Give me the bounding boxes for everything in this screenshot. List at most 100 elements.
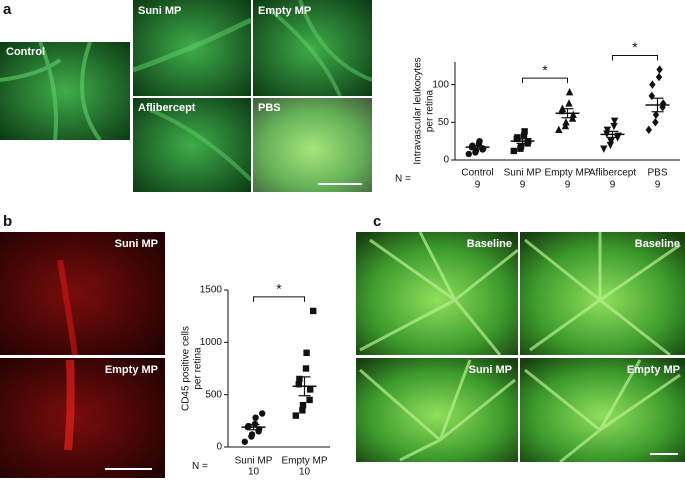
image: [0, 232, 165, 355]
y-axis-label: per retina: [425, 89, 436, 132]
data-point: [306, 396, 313, 404]
image: [520, 232, 685, 355]
y-tick-label: 50: [438, 117, 450, 128]
image: [356, 232, 518, 355]
x-tick-label: PBS: [647, 168, 667, 179]
data-point: [520, 132, 528, 140]
data-point: [607, 137, 615, 146]
data-point: [610, 122, 618, 131]
image: [356, 358, 518, 462]
n-label: N =: [395, 174, 411, 185]
data-point: [565, 87, 574, 96]
data-point: [645, 125, 652, 135]
data-point: [510, 147, 517, 155]
n-value: 9: [475, 180, 481, 191]
image-label: Suni MP: [469, 364, 512, 376]
data-point: [652, 110, 660, 119]
n-value: 9: [520, 180, 526, 191]
image-label: Baseline: [467, 238, 512, 250]
vessel: [132, 17, 253, 73]
x-tick-label: Control: [461, 168, 493, 179]
data-point: [296, 375, 303, 383]
data-point: [514, 134, 521, 141]
y-tick-label: 100: [432, 79, 449, 90]
data-point: [649, 80, 656, 89]
stain: [57, 259, 78, 356]
data-point: [299, 401, 307, 409]
data-point: [259, 410, 266, 417]
x-tick-label: Aflibercept: [589, 168, 636, 179]
significance-label: *: [276, 281, 282, 297]
data-point: [465, 150, 472, 158]
n-value: 9: [565, 180, 571, 191]
panel-label: b: [3, 213, 12, 230]
x-tick-label: Suni MP: [504, 168, 542, 179]
y-axis-label: Intravascular leukocytes: [413, 57, 424, 164]
image-label: Control: [6, 46, 45, 58]
data-point: [652, 118, 659, 127]
image-label: PBS: [258, 102, 281, 114]
n-value: 10: [248, 467, 260, 478]
vessels: [359, 231, 681, 464]
significance-label: *: [542, 62, 548, 78]
x-tick-label: Empty MP: [281, 456, 327, 467]
y-axis-label: per retina: [193, 347, 204, 390]
data-point: [565, 99, 573, 107]
image-label: Empty MP: [627, 364, 680, 376]
x-tick-label: Suni MP: [235, 456, 273, 467]
image: [253, 98, 372, 192]
panel-label: a: [3, 1, 12, 18]
data-point: [292, 412, 299, 419]
data-point: [241, 438, 248, 445]
image-label: Empty MP: [105, 364, 158, 376]
y-axis-label: CD45 positive cells: [181, 326, 192, 411]
vessel: [268, 0, 373, 97]
significance-bracket: [612, 55, 658, 61]
image: [133, 98, 251, 192]
y-tick-label: 500: [205, 389, 222, 400]
data-point: [561, 121, 570, 130]
data-point: [302, 365, 310, 372]
data-point: [517, 143, 525, 150]
image: [0, 358, 165, 478]
image: [520, 358, 685, 462]
data-point: [603, 126, 612, 135]
n-value: 9: [610, 180, 616, 191]
vessel: [149, 108, 253, 182]
data-point: [569, 110, 577, 118]
data-point: [248, 431, 256, 438]
y-tick-label: 0: [443, 155, 449, 166]
data-point: [307, 386, 314, 393]
panel-label: c: [373, 213, 381, 230]
x-tick-label: Empty MP: [544, 168, 590, 179]
data-point: [245, 422, 252, 430]
data-point: [655, 72, 663, 82]
data-point: [610, 117, 619, 125]
n-value: 9: [655, 180, 661, 191]
data-point: [252, 414, 259, 421]
data-point: [660, 99, 667, 108]
data-point: [299, 407, 306, 414]
data-point: [555, 125, 563, 134]
data-point: [303, 349, 310, 356]
data-point: [476, 137, 483, 145]
image-label: Aflibercept: [138, 102, 196, 114]
data-point: [656, 65, 663, 74]
data-point: [606, 141, 615, 150]
data-point: [521, 128, 528, 135]
data-point: [472, 147, 480, 155]
y-tick-label: 1500: [200, 285, 223, 296]
data-point: [562, 118, 570, 126]
image-label: Suni MP: [115, 238, 158, 250]
data-point: [295, 381, 302, 388]
n-label: N =: [192, 461, 208, 472]
data-point: [648, 91, 655, 101]
significance-bracket: [253, 296, 305, 302]
n-value: 10: [299, 467, 311, 478]
data-point: [600, 145, 608, 153]
y-tick-label: 1000: [200, 337, 223, 348]
y-tick-label: 0: [216, 442, 222, 453]
stain: [64, 359, 75, 451]
significance-bracket: [522, 77, 568, 84]
